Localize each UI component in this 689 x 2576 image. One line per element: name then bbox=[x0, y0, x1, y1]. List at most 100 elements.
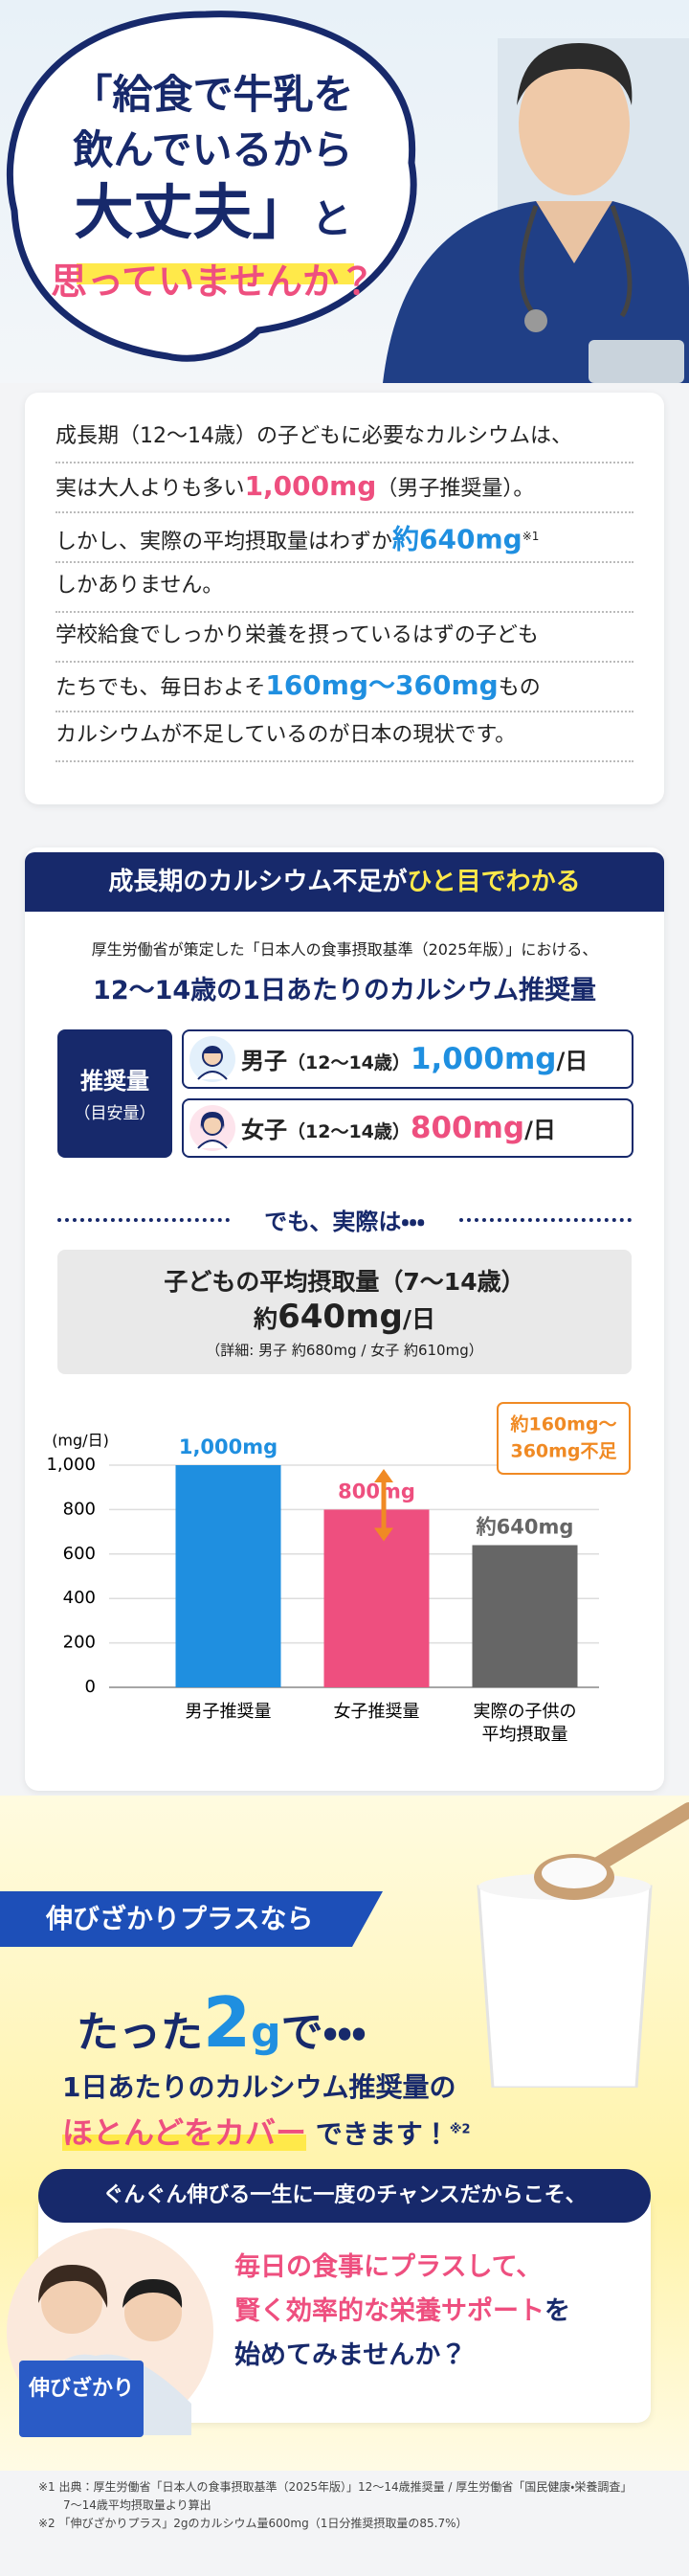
y-tick-label: 1,000 bbox=[46, 1455, 96, 1475]
emphasis: 1,000mg bbox=[244, 470, 377, 502]
text: もの bbox=[498, 676, 541, 700]
stethoscope-head bbox=[524, 309, 547, 332]
emphasis: 160mg〜360mg bbox=[265, 669, 499, 701]
intro-line: 学校給食でしっかり栄養を摂っているはずの子ども bbox=[56, 611, 633, 663]
footnotes: ※1 出典：厚生労働省「日本人の食事摂取基準（2025年版）」12〜14歳推奨量… bbox=[38, 2478, 670, 2533]
child-hair bbox=[122, 2279, 183, 2308]
unit: /日 bbox=[556, 1048, 589, 1074]
table-label: 推奨量 （目安量） bbox=[57, 1029, 172, 1158]
text: 実は大人よりも多い bbox=[56, 477, 245, 501]
bar bbox=[472, 1545, 578, 1687]
note-ref: ※2 bbox=[449, 2122, 471, 2137]
text: しかありません。 bbox=[56, 574, 224, 598]
emphasis: 賢く効率的な栄養サポート bbox=[234, 2296, 545, 2326]
text: （男子推奨量）。 bbox=[376, 477, 535, 501]
girl-icon bbox=[189, 1105, 235, 1151]
source-line: 厚生労働省が策定した「日本人の食事摂取基準（2025年版）」における、 bbox=[91, 940, 598, 959]
hero-big: 大丈夫」 bbox=[74, 177, 312, 247]
text: たちでも、毎日およそ bbox=[56, 676, 266, 700]
doctor-body bbox=[383, 201, 689, 383]
family-art: 伸びざかり bbox=[7, 2228, 213, 2437]
summary-subtitle: 12〜14歳の1日あたりのカルシウム推奨量 bbox=[93, 976, 596, 1006]
cta-text: 毎日の食事にプラスして、 賢く効率的な栄養サポートを 始めてみませんか？ bbox=[234, 2246, 570, 2378]
offer-banner: 伸びざかりプラスなら bbox=[0, 1891, 383, 1947]
chance-banner: ぐんぐん伸びる一生に一度のチャンスだからこそ、 bbox=[38, 2169, 651, 2223]
amount: 800mg bbox=[410, 1111, 525, 1145]
emphasis: ひと目でわかる bbox=[407, 868, 581, 896]
table-row: 男子（12〜14歳）1,000mg/日 bbox=[182, 1029, 633, 1089]
value-label: 800mg bbox=[338, 1480, 415, 1503]
hero-line: と bbox=[311, 195, 352, 242]
highlight bbox=[77, 263, 354, 284]
y-tick-label: 0 bbox=[85, 1677, 96, 1697]
age: （12〜14歳） bbox=[287, 1121, 411, 1142]
intro-line: カルシウムが不足しているのが日本の現状です。 bbox=[56, 711, 633, 762]
footnote: ※1 出典：厚生労働省「日本人の食事摂取基準（2025年版）」12〜14歳推奨量… bbox=[38, 2480, 633, 2494]
amount: 640mg bbox=[278, 1298, 403, 1336]
y-tick-label: 600 bbox=[63, 1544, 96, 1564]
unit: /日 bbox=[402, 1305, 435, 1333]
intro-card bbox=[25, 393, 664, 804]
cta-line: 毎日の食事にプラスして、 bbox=[234, 2252, 543, 2282]
offer-headline: たった2gで・・・ bbox=[77, 1982, 367, 2063]
highlight: ほとんどをカバー bbox=[62, 2114, 307, 2151]
x-tick-label: 女子推奨量 bbox=[334, 1702, 420, 1722]
y-tick-label: 200 bbox=[63, 1633, 96, 1653]
text: g bbox=[251, 2008, 281, 2057]
hero: 「給食で牛乳を 飲んでいるから 大丈夫」と 思っていませんか？ bbox=[0, 0, 689, 383]
table-row: 女子（12〜14歳）800mg/日 bbox=[182, 1098, 633, 1158]
text: できます！ bbox=[315, 2118, 450, 2150]
actual-detail: （詳細: 男子 約680mg / 女子 約610mg） bbox=[206, 1342, 483, 1359]
x-tick-label: 実際の子供の平均摂取量 bbox=[474, 1702, 577, 1745]
hero-question: 思っていませんか？ bbox=[51, 260, 375, 303]
text: で・・・ bbox=[280, 2008, 367, 2057]
bar bbox=[175, 1465, 281, 1687]
value-label: 約640mg bbox=[476, 1516, 574, 1539]
doctor-face bbox=[519, 54, 630, 195]
hero-art bbox=[6, 11, 689, 383]
product-box bbox=[19, 2361, 144, 2437]
intro-line: 実は大人よりも多い1,000mg（男子推奨量）。 bbox=[56, 462, 633, 513]
product-name: 伸びざかり bbox=[28, 2376, 134, 2401]
doctor-hair bbox=[517, 43, 633, 105]
text: しかし、実際の平均摂取量はわずか bbox=[56, 530, 393, 554]
label: 推奨量 bbox=[80, 1068, 149, 1095]
divider-line bbox=[459, 1218, 632, 1222]
milk-glass bbox=[477, 1885, 653, 2088]
cta-line: 始めてみませんか？ bbox=[234, 2340, 467, 2370]
tablet bbox=[589, 340, 684, 383]
cta-line: 賢く効率的な栄養サポートを bbox=[234, 2290, 570, 2334]
emphasis: 2 bbox=[203, 1982, 252, 2063]
hero-line: 飲んでいるから bbox=[73, 126, 353, 173]
who: 女子 bbox=[241, 1117, 287, 1143]
offer-line: 1日あたりのカルシウム推奨量の bbox=[62, 2071, 456, 2103]
age: （12〜14歳） bbox=[287, 1052, 411, 1073]
text: 学校給食でしっかり栄養を摂っているはずの子ども bbox=[56, 623, 539, 647]
stethoscope bbox=[519, 205, 633, 318]
hero-text: 「給食で牛乳を 飲んでいるから 大丈夫」と 思っていませんか？ bbox=[14, 67, 411, 309]
sublabel: （目安量） bbox=[74, 1104, 156, 1123]
offer-line: ほとんどをカバー できます！※2 bbox=[62, 2109, 471, 2153]
powder bbox=[542, 1858, 607, 1888]
intro-line: しかありません。 bbox=[56, 561, 633, 613]
intro-line: たちでも、毎日およそ160mg〜360mgもの bbox=[56, 661, 633, 712]
mother-face bbox=[41, 2272, 102, 2334]
y-axis-label: (mg/日) bbox=[52, 1432, 109, 1450]
prefix: 約 bbox=[254, 1305, 278, 1333]
unit: /日 bbox=[524, 1117, 556, 1143]
emphasis: 約640mg bbox=[392, 523, 522, 555]
hero-line: 「給食で牛乳を bbox=[72, 71, 354, 118]
summary-heading: 成長期のカルシウム不足がひと目でわかる bbox=[25, 852, 664, 912]
value-label: 1,000mg bbox=[179, 1435, 278, 1458]
milk-art bbox=[477, 1802, 689, 2088]
doctor-neck bbox=[536, 201, 612, 263]
child-face bbox=[124, 2284, 182, 2341]
y-tick-label: 800 bbox=[63, 1499, 96, 1519]
text: 成長期のカルシウム不足が bbox=[108, 868, 408, 896]
intro-line: 成長期（12〜14歳）の子どもに必要なカルシウムは、 bbox=[56, 412, 633, 463]
footnote: ※2 「伸びざかりプラス」2gのカルシウム量600mg（1日分推奨摂取量の85.… bbox=[38, 2517, 468, 2530]
x-tick-label: 男子推奨量 bbox=[186, 1702, 272, 1722]
text: を bbox=[545, 2296, 570, 2326]
hero-line: 大丈夫」と bbox=[14, 178, 411, 254]
